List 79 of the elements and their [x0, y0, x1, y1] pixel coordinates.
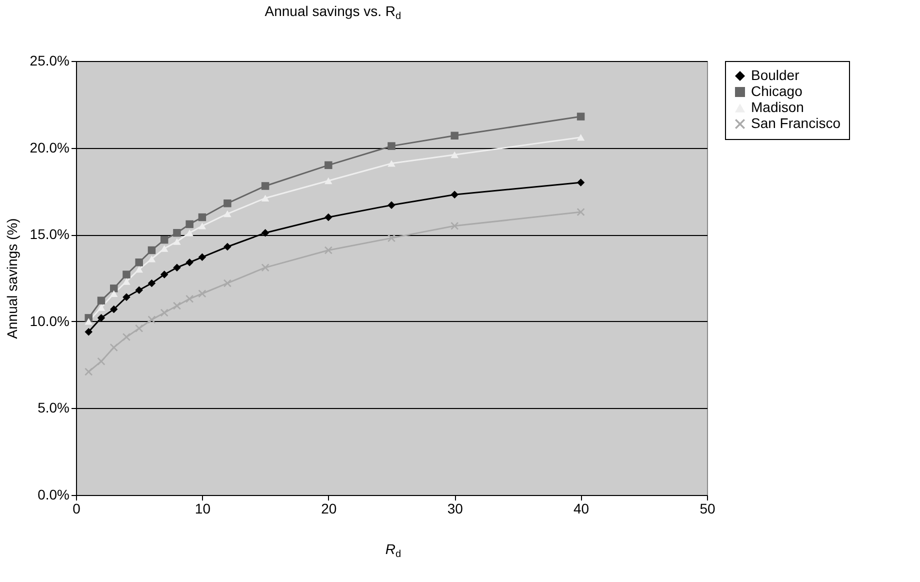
point	[97, 314, 106, 322]
point	[224, 279, 232, 288]
point	[84, 318, 92, 325]
point	[160, 236, 168, 244]
point	[261, 194, 270, 202]
x-tick-label: 30	[447, 500, 464, 516]
point	[198, 290, 206, 298]
point	[97, 296, 106, 304]
point	[450, 151, 458, 158]
point	[84, 368, 92, 376]
point	[160, 308, 168, 317]
point	[110, 305, 118, 314]
point	[160, 270, 168, 278]
point	[135, 266, 143, 273]
point	[110, 344, 118, 352]
x-tick-label: 50	[700, 500, 716, 516]
point	[122, 293, 130, 301]
y-tick-label: 5.0%	[38, 400, 70, 416]
x-tick-label: 0	[72, 500, 81, 516]
point	[97, 357, 106, 366]
point	[450, 190, 458, 199]
point	[122, 333, 130, 341]
legend-label: San Francisco	[751, 115, 841, 131]
point	[148, 279, 156, 288]
y-axis-title: Annual savings (%)	[4, 218, 20, 339]
point	[186, 230, 194, 236]
point	[576, 178, 585, 186]
point	[224, 242, 232, 251]
legend-label: Chicago	[751, 83, 803, 99]
point	[388, 201, 396, 209]
point	[122, 270, 130, 278]
point	[224, 199, 232, 208]
point	[388, 142, 396, 150]
point	[148, 316, 156, 324]
point	[110, 290, 118, 297]
point	[198, 222, 206, 230]
point	[148, 246, 156, 254]
point	[186, 258, 194, 266]
point	[173, 264, 181, 272]
point	[97, 304, 106, 311]
point	[576, 112, 585, 120]
point	[84, 328, 92, 336]
point	[450, 132, 458, 140]
y-tick-label: 25.0%	[30, 52, 70, 68]
x-tick-label: 20	[321, 500, 337, 516]
point	[198, 213, 206, 222]
point	[173, 228, 181, 237]
point	[261, 182, 270, 190]
point	[324, 213, 332, 222]
point	[388, 160, 396, 167]
point	[173, 302, 181, 310]
point	[148, 256, 156, 262]
legend-label: Madison	[751, 99, 804, 115]
point	[135, 286, 143, 294]
point	[186, 220, 194, 228]
y-tick-label: 0.0%	[38, 486, 70, 502]
point	[110, 284, 118, 292]
point	[388, 234, 396, 242]
y-tick-label: 10.0%	[30, 312, 70, 329]
point	[261, 264, 270, 272]
point	[324, 161, 332, 170]
point	[324, 177, 332, 184]
y-tick-label: 15.0%	[30, 226, 70, 242]
point	[261, 228, 270, 237]
point	[224, 210, 232, 218]
point	[122, 278, 130, 285]
y-tick-label: 20.0%	[30, 139, 70, 156]
point	[135, 258, 143, 266]
point	[173, 238, 181, 245]
point	[198, 253, 206, 262]
legend-label: Boulder	[751, 67, 800, 83]
point	[324, 246, 332, 254]
point	[450, 222, 458, 230]
point	[135, 324, 143, 332]
point	[576, 208, 585, 216]
x-tick-label: 40	[574, 500, 590, 516]
point	[186, 294, 194, 303]
x-tick-label: 10	[194, 500, 211, 516]
point	[576, 134, 585, 141]
